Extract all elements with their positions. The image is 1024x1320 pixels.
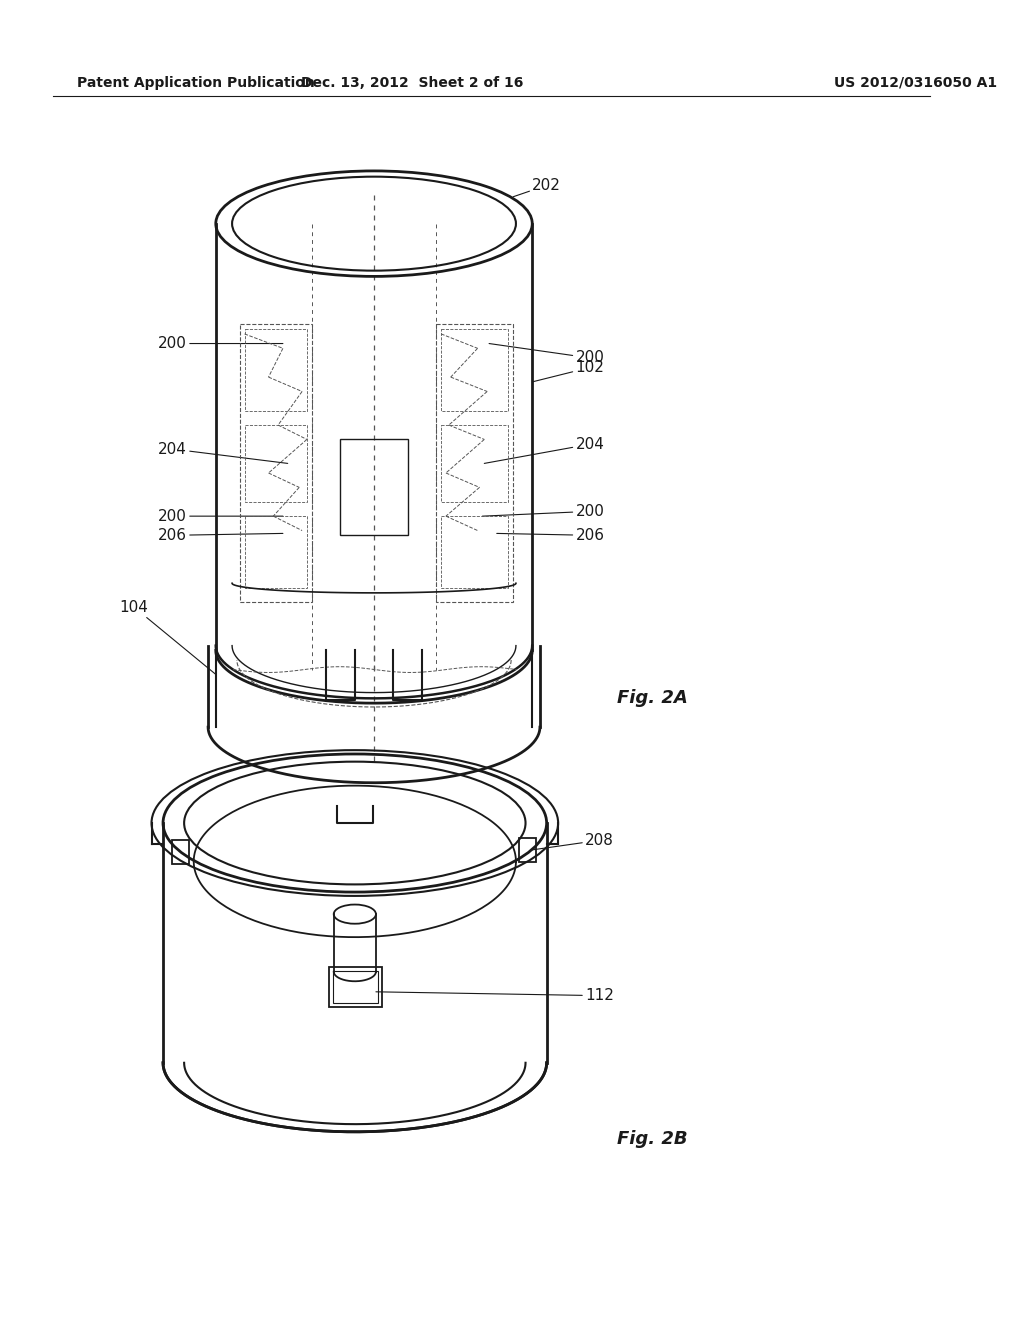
Text: 208: 208	[532, 833, 613, 850]
Text: Dec. 13, 2012  Sheet 2 of 16: Dec. 13, 2012 Sheet 2 of 16	[301, 75, 523, 90]
Text: US 2012/0316050 A1: US 2012/0316050 A1	[835, 75, 997, 90]
Text: 206: 206	[158, 528, 283, 543]
Bar	[340, 440, 408, 536]
Bar	[333, 970, 378, 1003]
Text: 200: 200	[489, 343, 604, 366]
Bar	[441, 516, 508, 589]
Text: 102: 102	[532, 360, 604, 381]
Bar	[240, 325, 311, 602]
Text: Fig. 2B: Fig. 2B	[616, 1130, 687, 1148]
Text: 112: 112	[376, 989, 613, 1003]
Text: Patent Application Publication: Patent Application Publication	[77, 75, 314, 90]
Text: 104: 104	[120, 599, 216, 675]
Text: 200: 200	[158, 508, 283, 524]
Text: 204: 204	[158, 441, 288, 463]
Bar	[245, 425, 307, 502]
Bar	[172, 841, 188, 865]
Bar	[245, 329, 307, 411]
Text: Fig. 2A: Fig. 2A	[616, 689, 687, 708]
Bar	[436, 325, 513, 602]
Text: 204: 204	[484, 437, 604, 463]
Bar	[245, 516, 307, 589]
Text: 202: 202	[513, 178, 561, 197]
Bar	[441, 329, 508, 411]
Bar	[329, 966, 382, 1007]
Bar	[441, 425, 508, 502]
Bar	[519, 838, 537, 862]
Text: 200: 200	[158, 337, 283, 351]
Text: 200: 200	[482, 504, 604, 519]
Text: 206: 206	[497, 528, 604, 543]
